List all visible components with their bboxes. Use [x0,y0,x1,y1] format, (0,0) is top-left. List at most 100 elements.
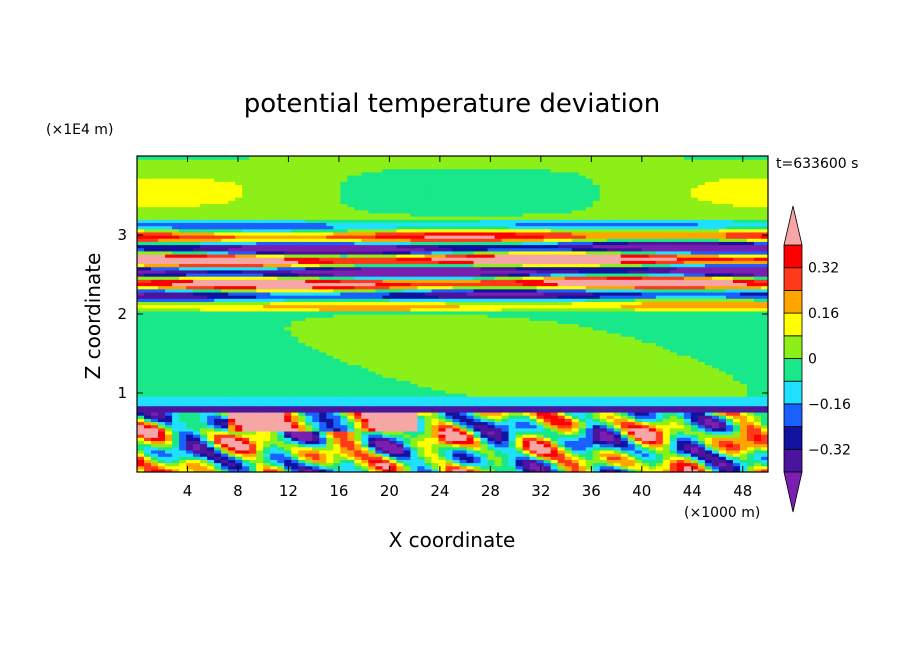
field-cell [221,304,229,309]
field-cell [627,358,636,362]
field-cell [354,440,362,445]
field-cell [172,298,180,302]
field-cell [564,339,573,344]
field-cell [151,336,159,340]
field-cell [137,339,145,344]
field-cell [305,462,313,467]
field-cell [697,424,706,429]
field-cell [403,332,412,337]
field-cell [760,374,768,378]
field-cell [424,310,433,315]
field-cell [396,355,405,359]
field-cell [501,399,510,404]
field-cell [690,310,699,315]
field-cell [739,298,748,302]
field-cell [620,361,629,366]
field-cell [340,374,348,378]
field-cell [403,421,412,426]
field-cell [403,434,412,438]
field-cell [228,411,236,416]
field-cell [312,364,320,369]
field-cell [487,351,496,356]
field-cell [137,317,145,321]
field-cell [760,456,768,460]
field-cell [550,364,559,369]
field-cell [718,449,727,454]
field-cell [340,411,348,416]
field-cell [151,393,159,397]
field-cell [417,361,426,366]
field-cell [718,459,727,464]
field-cell [515,399,524,404]
field-cell [641,443,650,448]
field-cell [347,386,355,391]
field-cell [277,402,285,407]
field-cell [718,399,727,404]
field-cell [424,342,433,347]
field-cell [585,393,594,397]
field-cell [753,399,762,404]
field-cell [494,364,503,369]
field-cell [487,361,496,366]
field-cell [501,443,510,448]
field-cell [501,361,510,366]
field-cell [732,434,741,438]
field-cell [354,402,362,407]
field-cell [277,456,285,460]
field-cell [263,348,271,353]
field-cell [445,446,454,451]
field-cell [704,377,713,381]
field-cell [480,437,489,441]
field-cell [718,377,727,381]
field-cell [655,374,664,378]
field-cell [739,434,748,438]
field-cell [585,329,594,334]
field-cell [333,446,341,451]
field-cell [571,361,580,366]
field-cell [690,329,699,334]
field-cell [256,317,264,321]
field-cell [165,421,173,426]
field-cell [620,418,629,423]
field-cell [480,348,489,353]
field-cell [459,329,468,334]
field-cell [452,393,461,397]
field-cell [263,298,271,302]
field-cell [718,310,727,315]
field-cell [466,345,475,350]
field-cell [739,437,748,441]
field-cell [718,380,727,385]
field-cell [256,355,264,359]
field-cell [221,421,229,426]
field-cell [669,304,678,309]
field-cell [137,411,145,416]
field-cell [480,358,489,362]
field-cell [375,351,383,356]
field-cell [424,323,433,328]
field-cell [193,355,201,359]
field-cell [732,418,741,423]
field-cell [494,377,503,381]
field-cell [165,342,173,347]
field-cell [648,399,657,404]
field-cell [459,405,468,410]
field-cell [242,298,250,302]
field-cell [410,462,419,467]
field-cell [375,307,383,312]
field-cell [186,424,194,429]
field-cell [578,348,587,353]
field-cell [753,386,762,391]
field-cell [704,320,713,325]
field-cell [690,456,699,460]
field-cell [396,317,405,321]
field-cell [431,396,440,400]
field-cell [333,383,341,388]
field-cell [284,449,292,454]
field-cell [151,342,159,347]
field-cell [375,361,383,366]
field-cell [438,443,447,448]
field-cell [291,459,299,464]
field-cell [676,418,685,423]
field-cell [620,314,629,318]
field-cell [599,399,608,404]
